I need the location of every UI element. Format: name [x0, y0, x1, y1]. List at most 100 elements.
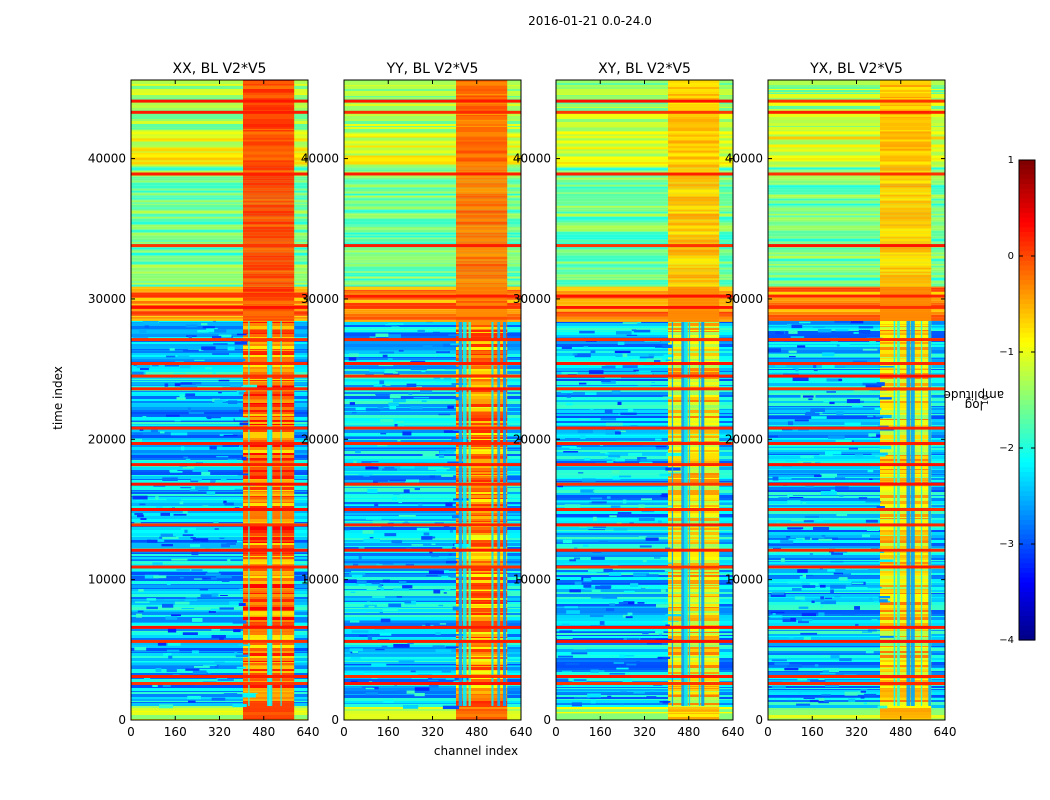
y-tick-label: 0 [543, 713, 551, 727]
colorbar-segment [1019, 510, 1035, 516]
colorbar-segment [1019, 601, 1035, 607]
colorbar-segment [1019, 385, 1035, 391]
y-tick-label: 0 [118, 713, 126, 727]
colorbar-segment [1019, 304, 1035, 310]
colorbar-segment [1019, 198, 1035, 204]
colorbar-segment [1019, 356, 1035, 363]
colorbar-segment [1019, 251, 1035, 257]
y-tick-label: 10000 [301, 573, 339, 587]
colorbar-segment [1019, 361, 1035, 367]
colorbar-segment [1019, 280, 1035, 286]
colorbar-segment [1019, 380, 1035, 387]
y-tick-label: 40000 [725, 152, 763, 166]
colorbar-segment [1019, 529, 1035, 535]
colorbar-segment [1019, 568, 1035, 574]
colorbar-segment [1019, 481, 1035, 487]
x-tick-label: 160 [801, 725, 824, 739]
panel-xy: XY, BL V2*V5 0 160 320 480 640 0 10000 20000 3000… [513, 61, 745, 739]
heatmap-cells [131, 80, 308, 720]
colorbar-segment [1019, 505, 1035, 511]
colorbar-segment [1019, 193, 1035, 199]
colorbar-segment [1019, 260, 1035, 267]
colorbar-segment [1019, 606, 1035, 612]
colorbar-segment [1019, 635, 1035, 641]
colorbar-segment [1019, 232, 1035, 238]
colorbar-segment [1019, 592, 1035, 598]
x-tick-label: 160 [377, 725, 400, 739]
colorbar-segment [1019, 452, 1035, 459]
colorbar-tick-label: −3 [999, 539, 1014, 550]
colorbar-segment [1019, 424, 1035, 430]
panel-title: XY, BL V2*V5 [598, 61, 691, 77]
x-tick-label: 320 [845, 725, 868, 739]
colorbar-segment [1019, 486, 1035, 492]
colorbar-segment [1019, 371, 1035, 377]
colorbar-segment [1019, 467, 1035, 473]
y-tick-label: 40000 [301, 152, 339, 166]
colorbar-segment [1019, 409, 1035, 415]
y-tick-label: 20000 [725, 432, 763, 446]
colorbar-segment [1019, 203, 1035, 209]
colorbar-segment [1019, 515, 1035, 521]
x-tick-label: 640 [722, 725, 745, 739]
colorbar-segment [1019, 318, 1035, 324]
colorbar-segment [1019, 500, 1035, 507]
colorbar-segment [1019, 539, 1035, 545]
colorbar-segment [1019, 390, 1035, 396]
x-tick-label: 320 [633, 725, 656, 739]
x-tick-label: 640 [297, 725, 320, 739]
y-tick-label: 20000 [301, 432, 339, 446]
colorbar-segment [1019, 558, 1035, 564]
y-tick-label: 30000 [513, 292, 551, 306]
colorbar-segment [1019, 342, 1035, 348]
colorbar-segment [1019, 208, 1035, 214]
panel-title: XX, BL V2*V5 [173, 61, 267, 77]
x-tick-label: 640 [934, 725, 957, 739]
y-tick-label: 20000 [513, 432, 551, 446]
panel-yx: YX, BL V2*V5 0 160 320 480 640 0 10000 20000 3000… [725, 61, 957, 739]
heatmap-cells [344, 80, 521, 720]
colorbar-segment [1019, 299, 1035, 305]
colorbar-segment [1019, 472, 1035, 478]
colorbar-segment [1019, 217, 1035, 223]
colorbar-segment [1019, 625, 1035, 631]
x-axis-label: channel index [433, 744, 519, 758]
colorbar-segment [1019, 457, 1035, 463]
colorbar-segment [1019, 419, 1035, 425]
colorbar-segment [1019, 534, 1035, 540]
colorbar-segment [1019, 275, 1035, 281]
colorbar-tick-label: −2 [999, 443, 1014, 454]
colorbar-segment [1019, 270, 1035, 276]
colorbar-segment [1019, 404, 1035, 411]
colorbar-segment [1019, 227, 1035, 233]
colorbar-segment [1019, 572, 1035, 579]
colorbar-segment [1019, 630, 1035, 636]
y-tick-label: 10000 [725, 573, 763, 587]
colorbar-segment [1019, 174, 1035, 180]
heatmap-cells [556, 80, 733, 720]
colorbar-segment [1019, 164, 1035, 171]
colorbar-segment [1019, 241, 1035, 247]
colorbar-tick-label: 0 [1008, 251, 1014, 262]
y-tick-label: 0 [331, 713, 339, 727]
colorbar-segment [1019, 443, 1035, 449]
x-tick-label: 480 [889, 725, 912, 739]
x-tick-label: 160 [164, 725, 187, 739]
heatmap-cells [768, 80, 945, 720]
x-tick-label: 0 [340, 725, 348, 739]
x-tick-label: 320 [421, 725, 444, 739]
colorbar-frame [1018, 159, 1036, 641]
colorbar-segment [1019, 462, 1035, 468]
colorbar-segment [1019, 524, 1035, 531]
y-tick-label: 10000 [88, 573, 126, 587]
y-tick-label: 0 [755, 713, 763, 727]
colorbar-segment [1019, 448, 1035, 454]
colorbar-segment [1019, 246, 1035, 252]
colorbar-segment [1019, 347, 1035, 353]
colorbar-segment [1019, 284, 1035, 291]
colorbar-segment [1019, 553, 1035, 559]
x-tick-label: 0 [552, 725, 560, 739]
colorbar-segment [1019, 544, 1035, 550]
panel-title: YX, BL V2*V5 [809, 61, 903, 77]
colorbar-segment [1019, 308, 1035, 315]
